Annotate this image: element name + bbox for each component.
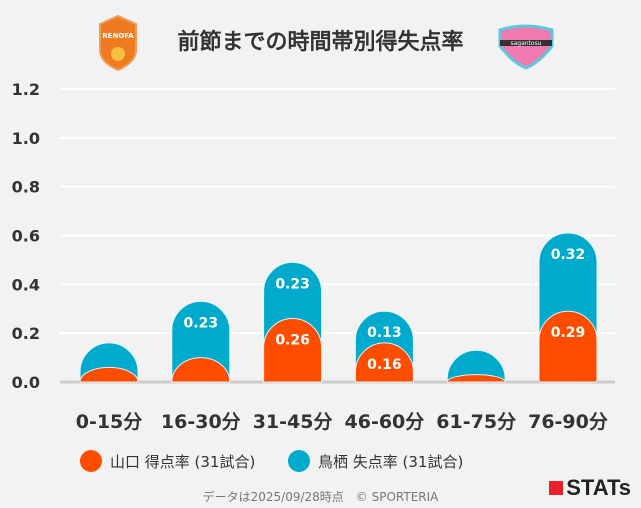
data-label-tosu: 0.13 — [367, 325, 402, 341]
x-tick-label: 0-15分 — [76, 411, 143, 433]
x-tick-label: 61-75分 — [436, 411, 516, 433]
legend-label: 鳥栖 失点率 (31試合) — [318, 452, 464, 471]
data-label-yamaguchi: 0.26 — [275, 333, 310, 349]
brand-text: STATs — [566, 475, 631, 500]
renofa-logo: RENOFA — [99, 14, 137, 72]
data-label-tosu: 0.32 — [551, 247, 586, 263]
footer-note: データは2025/09/28時点 © SPORTERIA — [202, 490, 439, 504]
svg-text:RENOFA: RENOFA — [102, 32, 134, 40]
x-tick-label: 76-90分 — [528, 411, 608, 433]
svg-text:sagantosu: sagantosu — [510, 40, 541, 47]
team-logos: RENOFA sagantosu — [99, 14, 554, 72]
data-label-tosu: 0.23 — [184, 315, 219, 331]
x-tick-label: 16-30分 — [161, 411, 241, 433]
legend-label: 山口 得点率 (31試合) — [110, 452, 256, 471]
chart-title: 前節までの時間帯別得失点率 — [177, 30, 464, 55]
bar-chart: 0.0 0.2 0.4 0.6 0.8 1.0 1.2 0-15分 0.23 16-30分 0.23… — [12, 80, 615, 433]
bar-yamaguchi — [263, 318, 323, 383]
x-tick-label: 46-60分 — [345, 411, 425, 433]
x-tick-label: 31-45分 — [253, 411, 333, 433]
data-label-yamaguchi: 0.16 — [367, 357, 402, 373]
y-tick-label: 0.2 — [12, 324, 40, 343]
data-label-yamaguchi: 0.29 — [551, 325, 586, 341]
stats-brand: STATs — [549, 475, 631, 501]
sagantosu-logo: sagantosu — [498, 24, 554, 70]
y-tick-label: 0.4 — [12, 275, 40, 294]
y-tick-label: 1.0 — [12, 129, 40, 148]
legend-item-yamaguchi: 山口 得点率 (31試合) — [80, 450, 255, 472]
bar-tosu — [446, 349, 506, 383]
bar-yamaguchi — [354, 342, 414, 383]
y-tick-label: 1.2 — [12, 80, 40, 99]
bar-yamaguchi — [79, 366, 139, 383]
legend-swatch — [80, 450, 102, 472]
bar-yamaguchi — [171, 357, 231, 383]
y-tick-label: 0.6 — [12, 227, 40, 246]
y-tick-label: 0.8 — [12, 178, 40, 197]
data-label-tosu: 0.23 — [275, 276, 310, 292]
y-tick-label: 0.0 — [12, 373, 40, 392]
legend-item-tosu: 鳥栖 失点率 (31試合) — [288, 450, 463, 472]
bar-yamaguchi — [538, 310, 598, 383]
bar-yamaguchi — [446, 374, 506, 383]
legend-swatch — [288, 450, 310, 472]
